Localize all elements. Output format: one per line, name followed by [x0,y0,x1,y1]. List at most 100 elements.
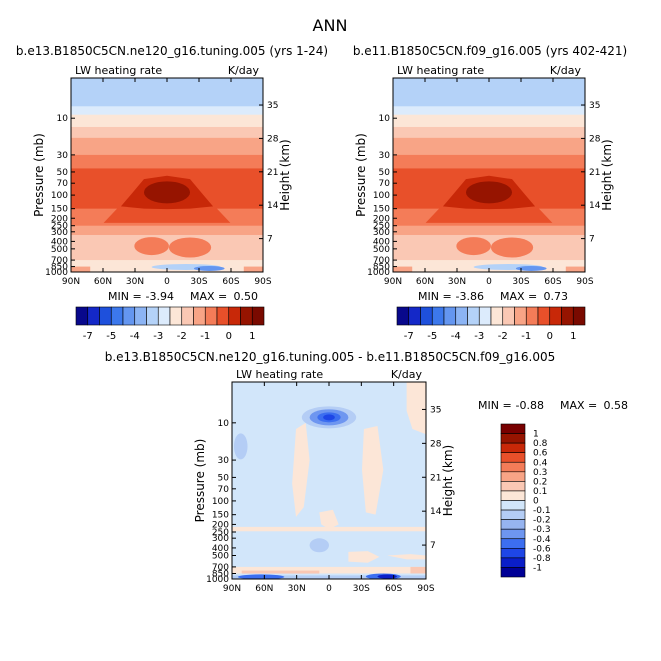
y-tick-label: 700 [212,563,229,573]
right-tick-label: 28 [267,134,279,144]
figure-title: ANN [313,16,348,35]
y-tick-label: 200 [212,520,229,530]
colorbar-swatch [110,306,124,326]
colorbar-swatch [204,306,218,326]
colorbar-label: 0 [547,331,553,342]
colorbar-swatch [500,538,526,549]
colorbar-swatch [500,461,526,473]
contour-band [193,265,225,271]
panel-title: b.e13.B1850C5CN.ne120_g16.tuning.005 (yr… [16,44,328,58]
min-value: -0.88 [516,399,544,412]
colorbar-swatch [549,306,562,326]
units-label: K/day [228,64,260,77]
contour-band [143,181,191,204]
colorbar-label: -1 [533,563,542,573]
colorbar-label: -3 [474,331,484,342]
x-tick-label: 30S [353,584,370,594]
right-tick-label: 35 [430,405,441,415]
colorbar-swatch [500,548,526,559]
x-tick-label: 60N [416,277,434,287]
colorbar-swatch [134,306,147,326]
y-axis-title: Pressure (mb) [354,133,368,217]
contour-band [393,234,585,248]
contour-band [393,154,585,169]
colorbar-swatch [467,306,480,326]
contour-band [410,566,426,574]
colorbar-label: -1 [200,331,210,342]
field-label: LW heating rate [75,64,162,77]
y-tick-label: 10 [57,114,69,124]
contour-band [241,570,320,574]
colorbar-label: 1 [570,331,576,342]
colorbar-swatch [500,471,526,482]
colorbar-swatch [228,306,241,326]
contour-band [237,574,285,579]
x-tick-label: 90N [384,277,402,287]
units-label: K/day [391,368,423,381]
y-tick-label: 150 [51,205,68,215]
colorbar-label: 0.6 [533,449,548,459]
contour-band [500,241,524,254]
y-tick-label: 1000 [45,268,68,278]
colorbar-swatch [181,306,194,326]
colorbar-swatch [500,567,526,578]
units-label: K/day [550,64,582,77]
colorbar-swatch [537,306,551,326]
colorbar-swatch [443,306,457,326]
colorbar-label: -0.1 [533,506,551,516]
panel-title: b.e13.B1850C5CN.ne120_g16.tuning.005 - b… [105,350,556,364]
y-tick-label: 200 [51,214,68,224]
max-label: MAX = [190,290,227,303]
colorbar-swatch [408,306,421,326]
colorbar-swatch [500,481,526,492]
contour-band [71,234,263,248]
x-tick-label: 60N [255,584,273,594]
contour-band [71,246,263,261]
colorbar-label: 0.4 [533,458,548,468]
y-tick-label: 300 [51,228,68,238]
colorbar-label: -7 [404,331,414,342]
y-tick-label: 100 [212,497,229,507]
colorbar-label: -4 [451,331,461,342]
colorbar-swatch [251,306,265,326]
y-tick-label: 850 [51,263,68,273]
contour-band [565,266,585,272]
colorbar-swatch [420,306,433,326]
y-tick-label: 30 [379,151,391,161]
contour-band [134,237,169,256]
min-value: -3.86 [456,290,484,303]
y-tick-label: 400 [373,237,390,247]
right-tick-label: 14 [589,201,601,211]
colorbar-label: -1 [521,331,531,342]
min-label: MIN = [478,399,512,412]
contour-band [232,566,426,574]
x-tick-label: 0 [486,277,492,287]
y-axis-right-title: Height (km) [441,445,455,516]
colorbar-swatch [500,423,526,434]
colorbar-swatch [514,306,527,326]
panel-difference: b.e13.B1850C5CN.ne120_g16.tuning.005 - b… [105,350,628,594]
contour-band [71,114,263,128]
y-tick-label: 70 [218,485,230,495]
colorbar-label: 0.2 [533,477,547,487]
contour-band [309,538,329,553]
colorbar-label: -2 [498,331,508,342]
y-tick-label: 250 [51,222,68,232]
x-tick-label: 30N [288,584,306,594]
max-value: 0.50 [234,290,259,303]
colorbar-label: 1 [249,331,255,342]
contour-band [393,225,585,236]
x-tick-label: 0 [326,584,332,594]
colorbar-swatch [87,306,100,326]
y-tick-label: 300 [212,534,229,544]
contour-band [387,554,426,560]
colorbar-label: -5 [106,331,116,342]
x-tick-label: 90S [576,277,593,287]
y-tick-label: 50 [379,168,391,178]
contour-band [292,422,310,517]
contour-band [348,551,380,563]
right-tick-label: 35 [267,101,278,111]
colorbar-swatch [500,519,526,530]
y-tick-label: 70 [57,179,69,189]
